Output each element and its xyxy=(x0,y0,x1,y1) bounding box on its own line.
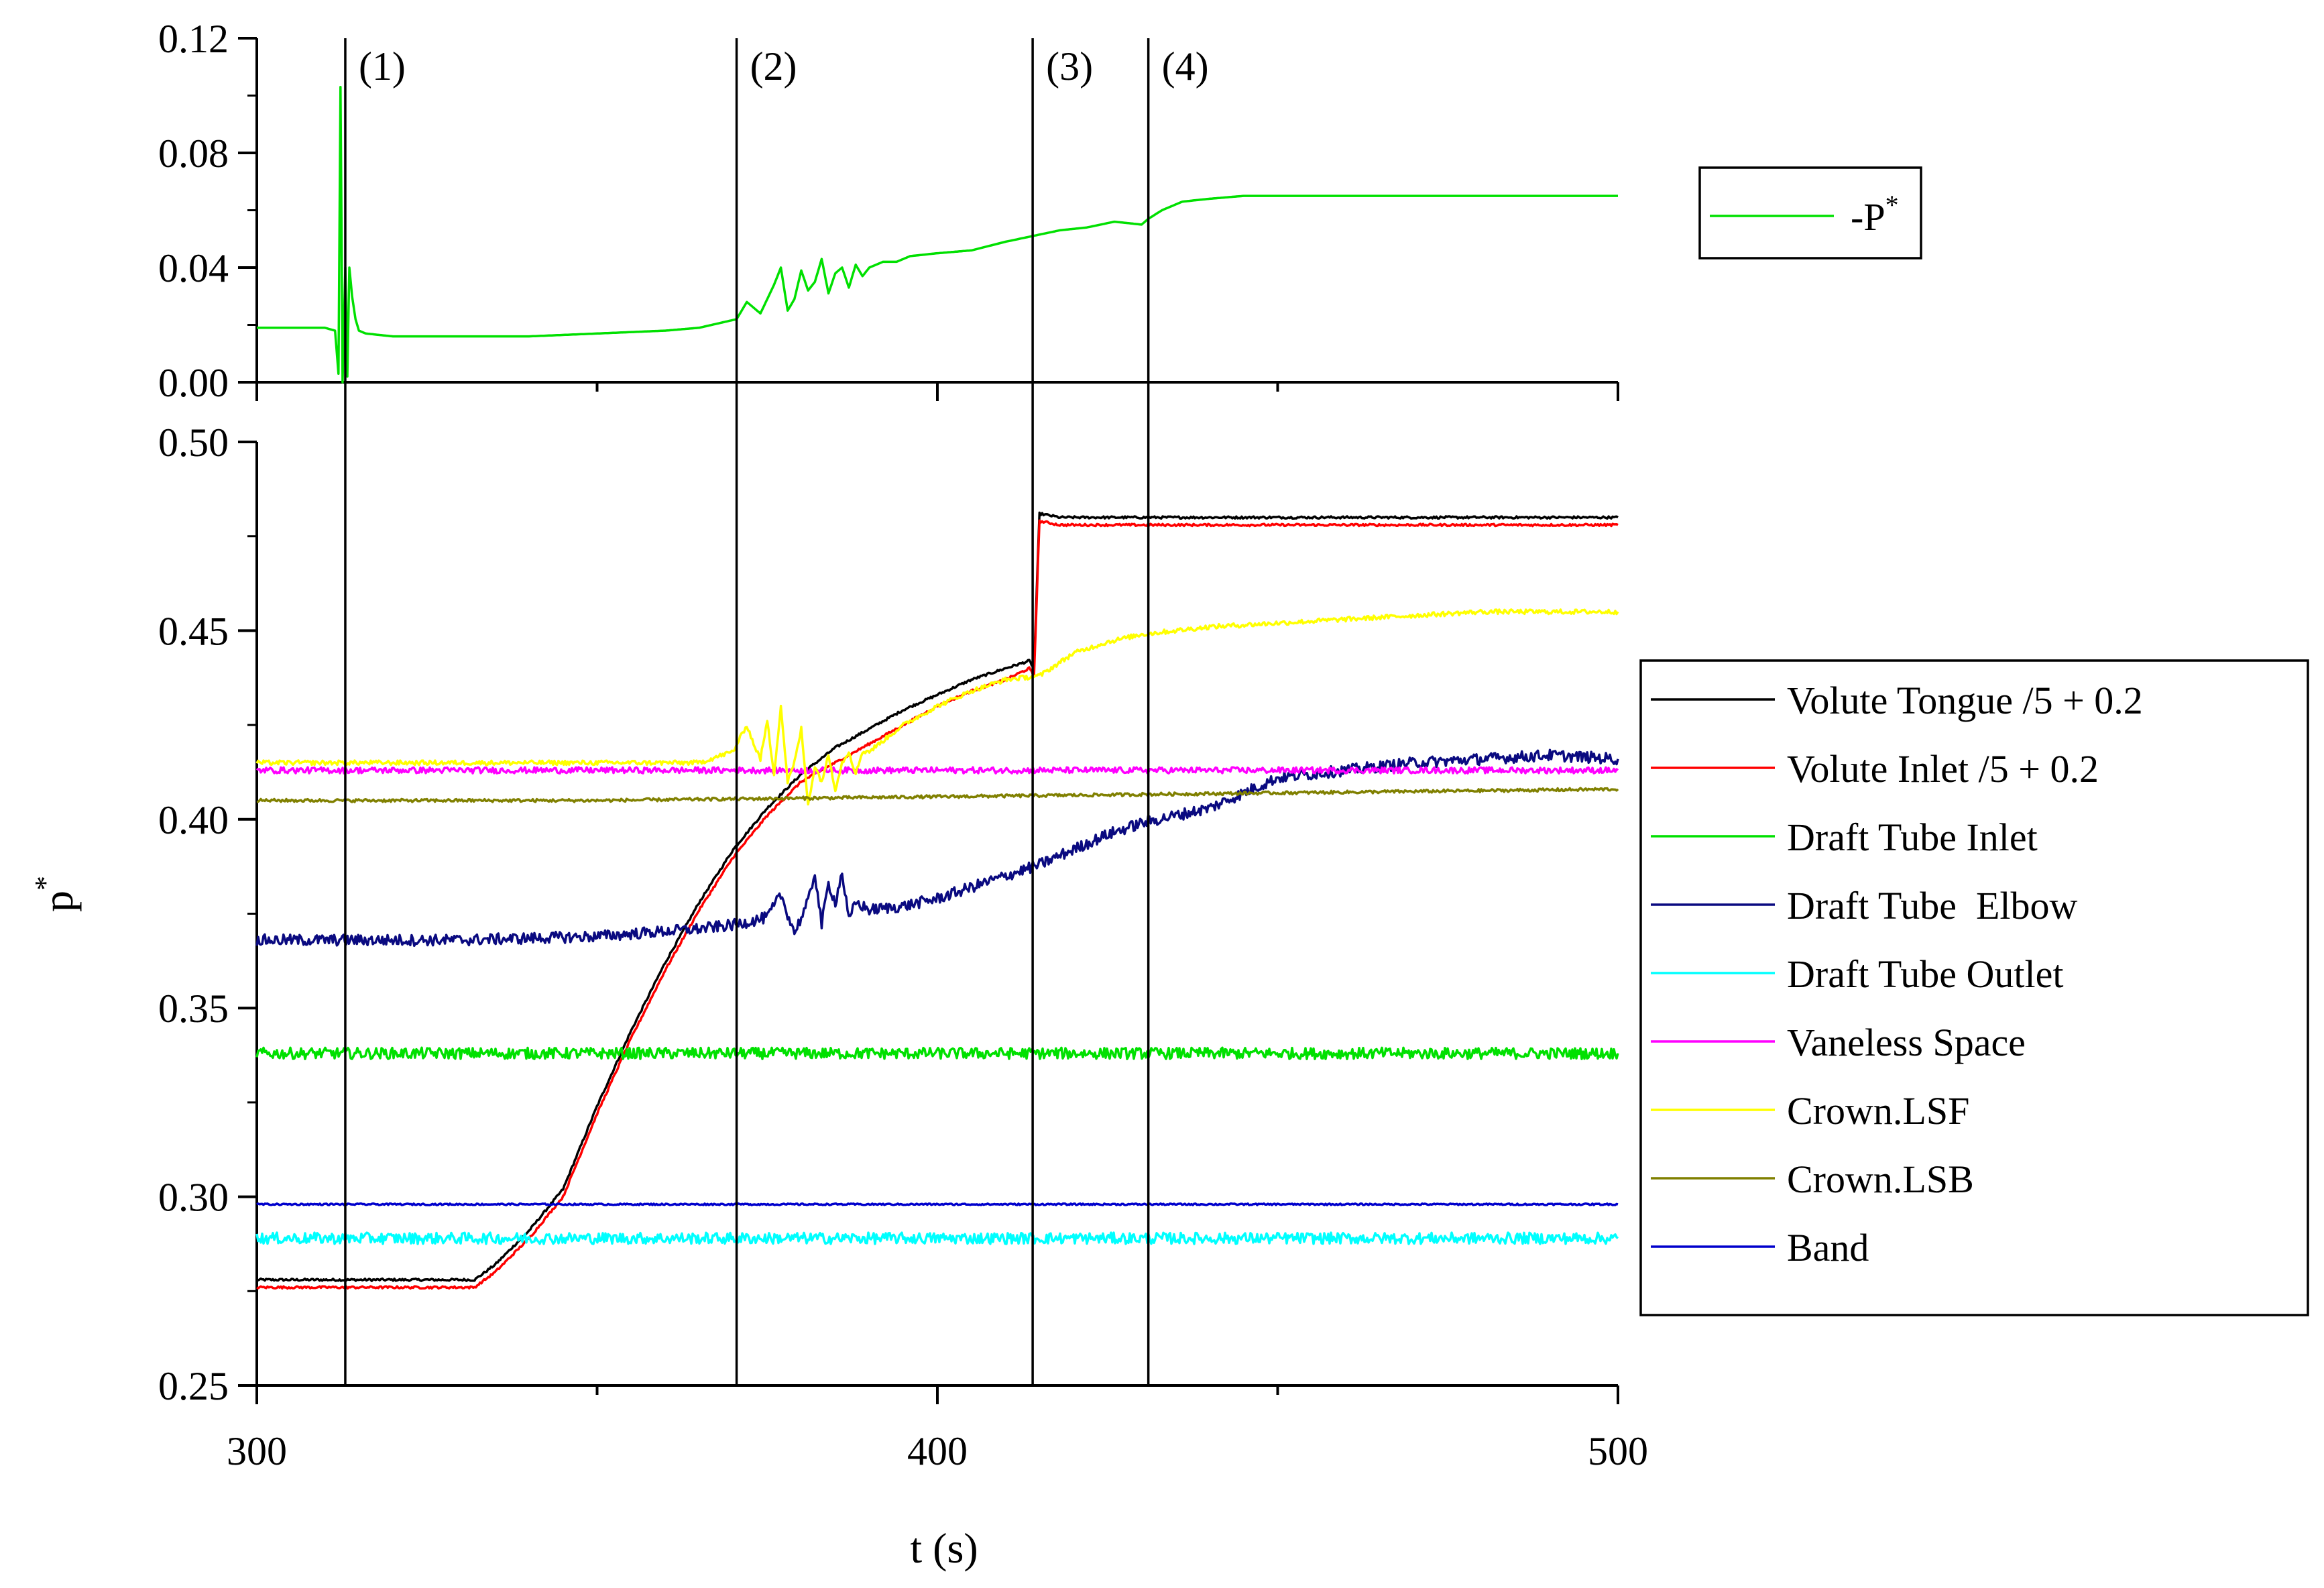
legend-top-box xyxy=(1698,166,1922,260)
bottom-y-tick-label: 0.35 xyxy=(158,986,229,1031)
top-y-tick-label: 0.08 xyxy=(158,131,229,176)
bottom-x-tick-label: 400 xyxy=(907,1429,968,1473)
x-axis-title: t (s) xyxy=(910,1524,978,1572)
legend-label-5: Vaneless Space xyxy=(1787,1021,2026,1064)
bottom-panel: 0.25 0.30 0.35 0.40 0.45 0.50 300 400 500 xyxy=(158,420,1648,1473)
legend-top-label-sup: * xyxy=(1885,190,1899,220)
bottom-series-line-7 xyxy=(256,787,1619,803)
legend-label-3: Draft Tube Elbow xyxy=(1787,884,2078,927)
axis-titles: t (s) p* xyxy=(29,876,978,1572)
legend-top: -P* xyxy=(1698,166,1922,260)
legend-label-2: Draft Tube Inlet xyxy=(1787,815,2038,859)
bottom-series-line-8 xyxy=(256,1202,1619,1206)
bottom-y-tick-label: 0.40 xyxy=(158,798,229,842)
legend-top-label-base: -P xyxy=(1851,195,1885,239)
top-y-tick-label: 0.00 xyxy=(158,361,229,405)
legend-label-8: Band xyxy=(1787,1226,1869,1269)
legend-label-0: Volute Tongue /5 + 0.2 xyxy=(1787,679,2143,722)
bottom-x-tick-label: 300 xyxy=(227,1429,287,1473)
event-marker-label: (2) xyxy=(750,44,797,89)
bottom-y-tick-label: 0.50 xyxy=(158,420,229,465)
legend-label-1: Volute Inlet /5 + 0.2 xyxy=(1787,747,2099,791)
bottom-series-line-3 xyxy=(255,748,1619,948)
event-marker-label: (3) xyxy=(1046,44,1093,89)
top-panel: 0.00 0.04 0.08 0.12 xyxy=(158,17,1619,405)
legend-top-label: -P* xyxy=(1851,190,1899,239)
legend-label-6: Crown.LSF xyxy=(1787,1089,1969,1133)
bottom-x-tick-label: 500 xyxy=(1588,1429,1648,1473)
bottom-y-tick-label: 0.25 xyxy=(158,1364,229,1408)
bottom-series-line-4 xyxy=(255,1231,1619,1245)
legend-label-4: Draft Tube Outlet xyxy=(1787,952,2063,996)
legend-bottom-box xyxy=(1639,659,2309,1316)
event-markers: (1) (2) (3) (4) xyxy=(344,38,1209,1385)
bottom-series-line-2 xyxy=(255,1046,1619,1060)
event-marker-label: (4) xyxy=(1162,44,1209,89)
event-marker-label: (1) xyxy=(359,44,406,89)
top-y-tick-label: 0.04 xyxy=(158,246,229,290)
top-y-tick-label: 0.12 xyxy=(158,17,229,61)
y-axis-title-sup: * xyxy=(29,876,62,891)
bottom-y-tick-label: 0.30 xyxy=(158,1176,229,1220)
top-series-line-0 xyxy=(257,85,1618,384)
bottom-series-line-6 xyxy=(255,608,1619,806)
bottom-y-tick-label: 0.45 xyxy=(158,609,229,653)
legend-bottom: Volute Tongue /5 + 0.2 Volute Inlet /5 + … xyxy=(1639,659,2309,1316)
bottom-series-line-5 xyxy=(255,766,1619,775)
y-axis-title-base: p xyxy=(34,891,82,912)
y-axis-title: p* xyxy=(29,876,82,912)
legend-label-7: Crown.LSB xyxy=(1787,1157,1974,1201)
bottom-series-line-0 xyxy=(256,511,1619,1282)
